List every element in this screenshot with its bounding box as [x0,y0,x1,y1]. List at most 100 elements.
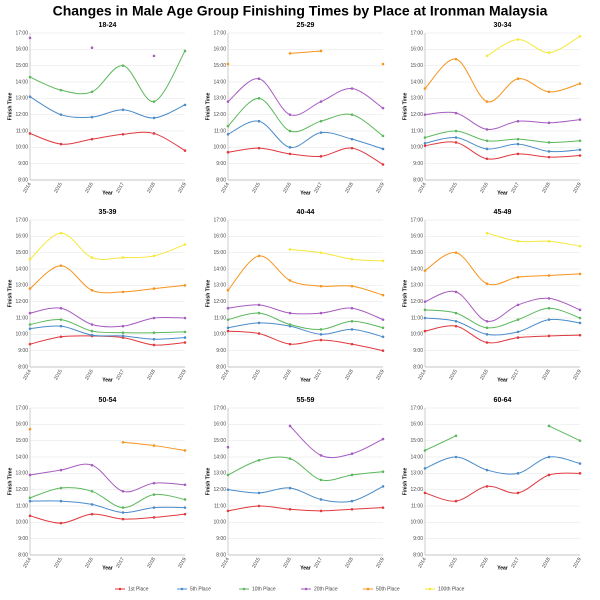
data-point [121,108,125,112]
data-point [381,349,385,352]
data-point [121,256,125,259]
series-line [227,255,384,296]
data-point [381,106,385,110]
data-point [288,323,292,326]
data-point [381,506,385,509]
data-point [183,330,187,334]
data-point [152,444,156,447]
data-point [485,147,489,151]
x-tick-label: 2016 [282,556,293,569]
y-tick-label: 14:00 [213,79,226,85]
x-tick-label: 2018 [146,368,157,381]
x-tick-label: 2019 [572,556,583,569]
data-point [454,290,458,294]
data-point [152,254,156,258]
y-tick-label: 17:00 [410,30,423,36]
series-line [227,312,384,330]
data-point [350,113,354,116]
data-point [183,149,187,152]
series-line [227,456,384,481]
x-axis-label: Year [300,377,311,383]
series-line [424,317,581,336]
y-axis-label: Finish Time [205,467,211,495]
data-point [350,507,354,511]
data-point [454,319,458,323]
x-tick-label: 2014 [22,368,33,381]
y-tick-label: 16:00 [15,234,28,240]
panel-title: 30-34 [494,22,512,29]
data-point [28,473,32,477]
y-tick-label: 9:00 [216,161,226,167]
data-point [485,326,489,330]
y-tick-label: 15:00 [213,63,226,69]
data-point [28,132,32,135]
data-point [226,124,230,128]
y-tick-label: 14:00 [410,266,423,272]
data-point [288,52,292,55]
data-point [578,472,582,475]
data-point [90,503,94,506]
y-tick-label: 13:00 [15,283,28,289]
y-axis-label: Finish Time [205,279,211,307]
y-tick-label: 9:00 [413,348,423,354]
data-point [485,100,489,103]
y-tick-label: 12:00 [213,112,226,118]
data-point [381,437,385,441]
data-point [183,316,187,320]
panel-title: 55-59 [297,397,315,404]
series-line [29,131,186,152]
y-tick-label: 9:00 [413,536,423,542]
data-point [257,97,261,100]
series-line [424,290,581,322]
data-point [90,490,94,493]
data-point [381,147,385,151]
y-tick-label: 11:00 [411,128,423,134]
y-tick-label: 10:00 [15,332,28,338]
data-point [319,284,323,288]
data-point [350,284,354,288]
data-point [319,251,323,254]
data-point [226,318,230,321]
data-point [454,434,458,438]
data-point [152,481,156,485]
data-point [90,512,94,516]
y-tick-label: 9:00 [216,536,226,542]
x-axis-label: Year [102,377,113,383]
data-point [454,111,458,115]
x-tick-label: 2019 [177,368,188,381]
y-axis-label: Finish Time [7,467,13,495]
y-axis-label: Finish Time [205,92,211,120]
data-point [257,303,261,307]
data-point [121,64,125,67]
y-tick-label: 11:00 [214,503,226,509]
panel-title: 18-24 [99,22,117,29]
data-point [152,54,156,58]
y-tick-label: 17:00 [213,405,226,411]
data-point [226,326,230,330]
y-tick-label: 12:00 [213,299,226,305]
y-tick-label: 13:00 [410,283,423,289]
y-tick-label: 13:00 [213,471,226,477]
y-tick-label: 14:00 [410,454,423,460]
data-point [288,342,292,346]
data-point [90,329,94,333]
data-point [152,132,156,135]
data-point [121,290,125,294]
x-tick-label: 2015 [53,556,64,569]
data-point [381,318,385,321]
data-point [485,157,489,161]
x-tick-label: 2017 [115,181,126,194]
data-point [485,139,489,143]
y-tick-label: 13:00 [410,471,423,477]
legend-marker [118,587,122,591]
series-line [29,265,186,294]
data-point [578,154,582,157]
data-point [183,498,187,501]
series-line [29,335,186,346]
data-point [226,488,230,491]
legend-label: 10th Place [252,586,276,592]
data-point [28,287,32,290]
x-tick-label: 2017 [313,368,324,381]
data-point [516,330,520,334]
